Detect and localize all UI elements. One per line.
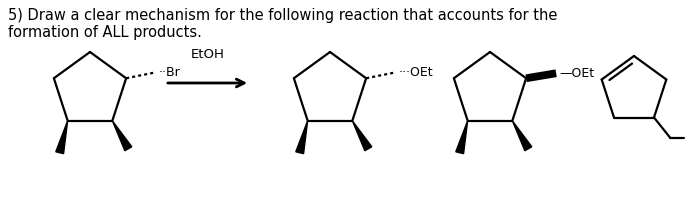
Text: ··Br: ··Br [158,66,180,79]
Polygon shape [512,121,532,151]
Text: formation of ALL products.: formation of ALL products. [8,25,202,40]
Polygon shape [352,121,372,151]
Polygon shape [296,121,308,154]
Text: ···OEt: ···OEt [398,66,433,79]
Text: —OEt: —OEt [559,67,594,80]
Polygon shape [56,121,68,154]
Polygon shape [112,121,132,151]
Text: 5) Draw a clear mechanism for the following reaction that accounts for the: 5) Draw a clear mechanism for the follow… [8,8,557,23]
Text: EtOH: EtOH [190,48,225,61]
Polygon shape [456,121,468,154]
